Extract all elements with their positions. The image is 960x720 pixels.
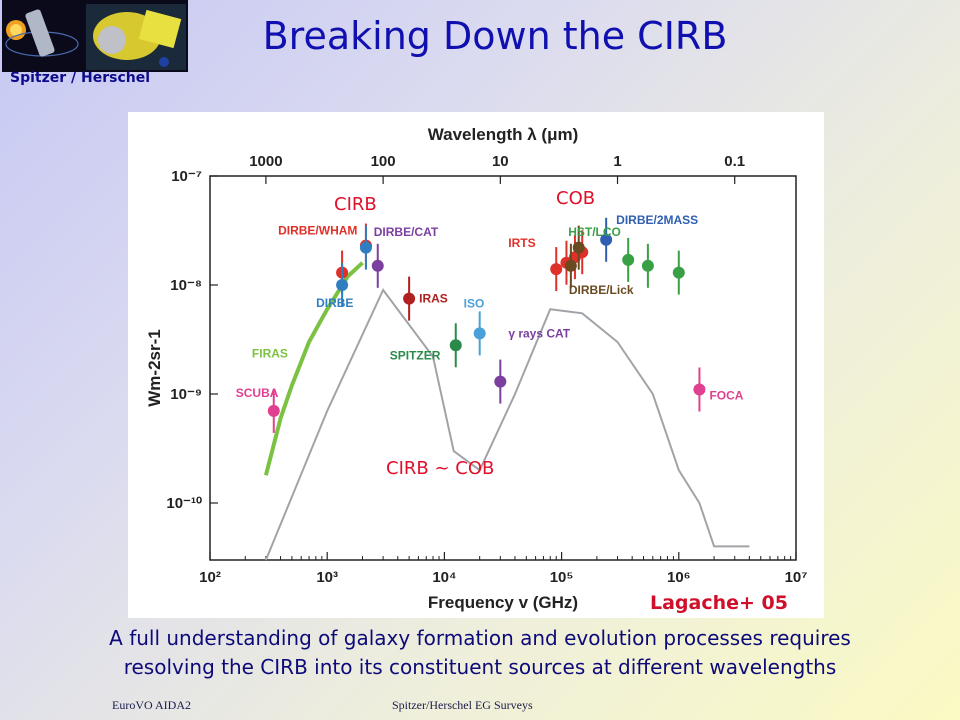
series-label-firas: FIRAS [252,346,288,360]
series-label-iras: IRAS [419,292,448,306]
y-tick-label: 10⁻¹⁰ [166,495,202,512]
point-dirbe [336,279,349,292]
x-axis-label: Frequency v (GHz) [428,593,578,612]
top-tick-label: 100 [371,153,396,170]
plot-frame [209,175,797,561]
point-dirbe-lick [572,241,585,254]
point-hst-lco [622,253,635,266]
point-foca [693,383,706,396]
cirb-spectrum-figure: 10² 10³ 10⁴ 10⁵ 10⁶ 10⁷ 10⁻⁷ 10⁻⁸ 10⁻⁹ 10⁻¹⁰ 1000 1… [128,112,824,618]
point-dirbe-cat [371,259,384,272]
series-label-scuba: SCUBA [236,386,279,400]
top-tick-label: 0.1 [724,153,745,170]
footer-center: Spitzer/Herschel EG Surveys [392,698,533,712]
cirb-label: CIRB [334,194,377,215]
slide-caption: A full understanding of galaxy formation… [0,624,960,682]
x-tick-label: 10⁶ [667,569,691,586]
x-tick-label: 10⁵ [550,569,574,586]
y-tick-label: 10⁻⁹ [170,386,202,403]
y-tick-label: 10⁻⁷ [171,168,202,185]
logo-caption: Spitzer / Herschel [10,70,151,86]
x-tick-label: 10³ [316,569,338,586]
point-scuba [267,404,280,417]
x-tick-label: 10⁴ [432,569,456,586]
series-label-hst-lco: HST/LCO [568,225,621,239]
top-tick-label: 1 [613,153,621,170]
series-label-iso: ISO [464,296,485,310]
series-label-m82: M82 [657,514,681,528]
cirb-cob-label: CIRB ~ COB [386,458,495,479]
series-label-dirbe-cat: DIRBE/CAT [374,225,439,239]
cirb-chart: 10² 10³ 10⁴ 10⁵ 10⁶ 10⁷ 10⁻⁷ 10⁻⁸ 10⁻⁹ 10⁻¹⁰ 1000 1… [145,125,808,612]
y-tick-label: 10⁻⁸ [170,277,202,294]
series-label-spitzer: SPITZER [390,348,441,362]
point-dirbe-lick [564,259,577,272]
caption-line-1: A full understanding of galaxy formation… [109,626,851,650]
cob-label: COB [556,188,596,209]
series-label-dirbe-2mass: DIRBE/2MASS [616,213,698,227]
x-tick-label: 10⁷ [785,569,808,586]
point-iras [403,292,416,305]
slide-title: Breaking Down the CIRB [262,14,728,58]
caption-line-2: resolving the CIRB into its constituent … [123,655,837,679]
top-tick-label: 1000 [249,153,282,170]
point-hst-lco [672,266,685,279]
series-label-irts: IRTS [508,236,535,250]
series-firas-line [263,261,364,476]
top-tick-label: 10 [492,153,509,170]
point-iso [473,327,486,340]
point-hst-lco [641,259,654,272]
top-axis-label: Wavelength λ (μm) [428,125,579,144]
point-dirbe-2mass [600,233,613,246]
point-dirbe [359,241,372,254]
series-m82-line [264,288,750,561]
series-label-dirbe-wham: DIRBE/WHAM [278,224,357,238]
x-tick-label: 10² [199,569,221,586]
point-irts [550,263,563,276]
spitzer-herschel-logo [2,0,188,72]
y-axis-label: Wm-2sr-1 [145,329,164,406]
series-label-foca: FOCA [709,388,743,402]
series-label-dirbe: DIRBE [316,296,353,310]
point-spitzer [449,339,462,352]
series-label-rays-cat: γ rays CAT [508,327,570,341]
series-label-dirbe-lick: DIRBE/Lick [569,283,634,297]
point-rays-cat [494,375,507,388]
footer-left: EuroVO AIDA2 [112,698,191,712]
reference-label: Lagache+ 05 [650,592,789,614]
